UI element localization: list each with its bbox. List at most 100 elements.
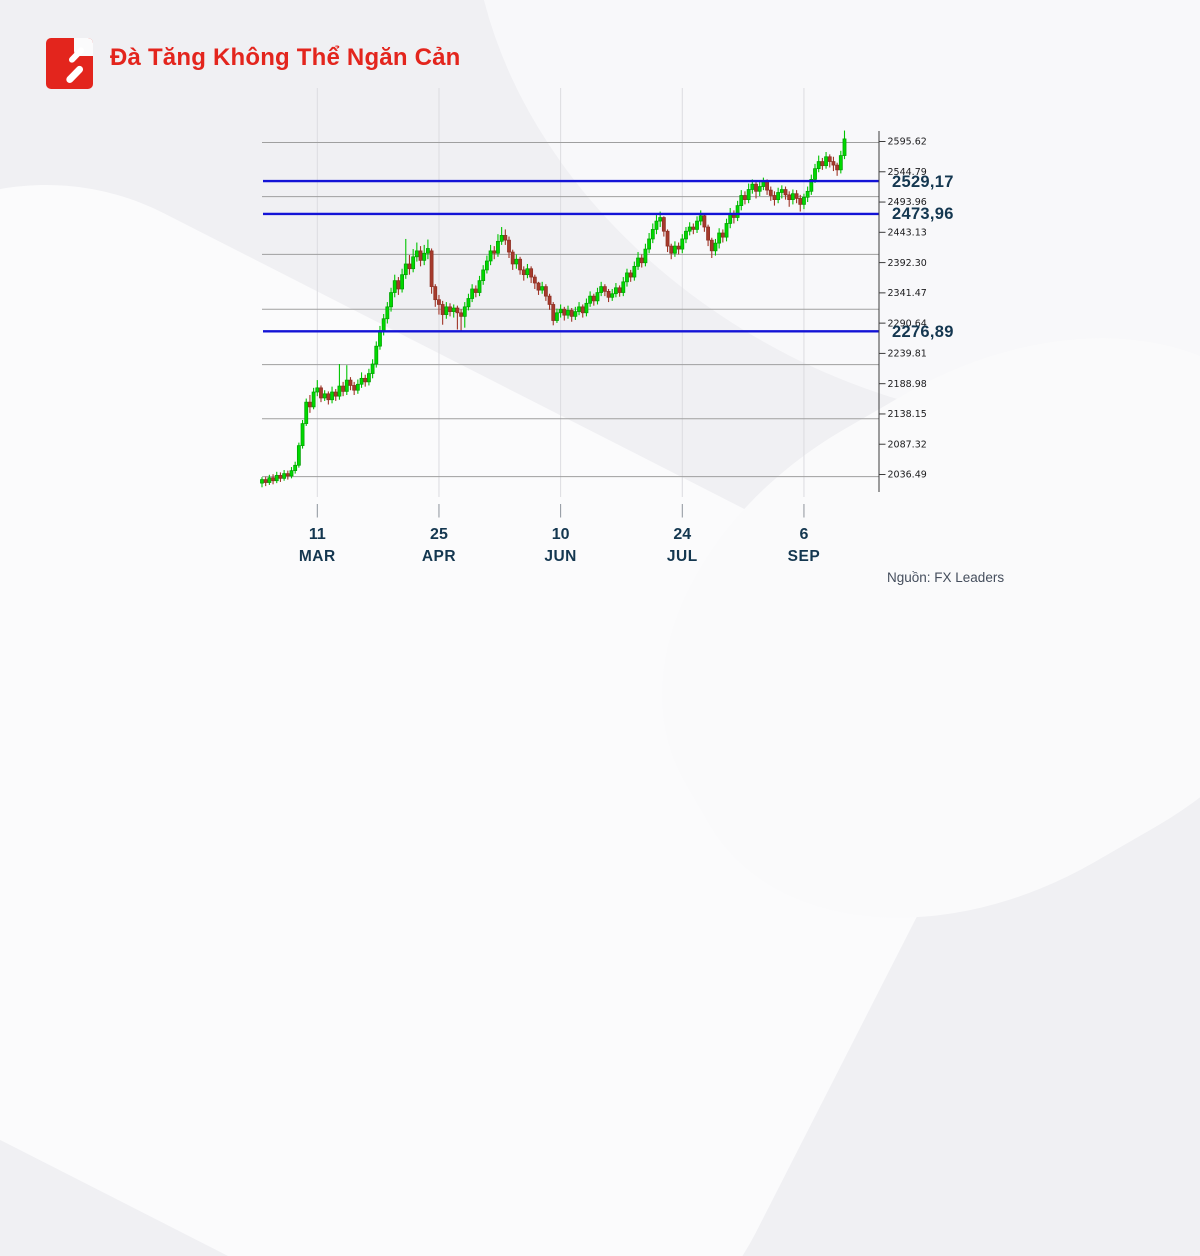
bullish-candle [414,250,419,258]
bearish-candle [459,312,463,317]
bearish-candle [835,164,840,171]
date-day: 25 [430,526,448,543]
y-tick-label: 2544.79 [888,167,927,178]
bullish-candle [750,183,755,190]
bullish-candle [713,242,718,252]
bearish-candle [787,194,792,200]
candlesticks [260,130,847,488]
bullish-candle [496,240,500,254]
bullish-candle [746,189,751,200]
bearish-candle [503,235,508,241]
bullish-candle [790,193,795,200]
bearish-candle [562,308,567,316]
bullish-candle [282,473,287,479]
bullish-candle [411,256,416,270]
x-axis-date-label: 24 JUL [647,524,717,568]
bullish-candle [462,306,467,317]
bullish-candle [499,235,504,242]
date-day: 11 [308,526,326,543]
bearish-candle [820,161,825,167]
bearish-candle [743,195,747,200]
bearish-candle [440,304,445,315]
bearish-candle [285,473,290,477]
y-tick-label: 2239.81 [888,349,927,360]
bullish-candle [735,205,740,218]
bullish-candle [680,238,685,250]
bullish-candle [378,330,382,347]
bullish-candle [636,257,640,267]
bearish-candle [448,306,452,312]
bearish-candle [529,268,534,278]
bearish-candle [429,250,434,287]
bullish-candle [403,263,408,276]
bullish-candle [577,306,581,312]
bearish-candle [765,181,769,191]
bullish-candle [566,310,570,316]
bearish-candle [580,306,585,314]
bullish-candle [389,292,393,308]
bearish-candle [319,387,323,399]
bullish-candle [724,223,729,238]
bullish-candle [400,274,404,290]
y-tick-label: 2443.13 [888,228,927,239]
level-price-label: 2529,17 [892,172,954,191]
bullish-candle [838,155,843,171]
bullish-candle [842,138,847,156]
bullish-candle [296,445,301,466]
x-axis-date-label: 6 SEP [769,524,839,568]
bearish-candle [665,230,670,247]
y-tick-label: 2341.47 [888,288,927,299]
bearish-candle [507,239,511,253]
bullish-candle [599,286,604,293]
bullish-candle [695,220,699,230]
y-tick-label: 2138.15 [888,409,927,420]
bullish-candle [650,229,655,240]
bullish-candle [392,280,397,293]
y-tick-label: 2493.96 [888,197,927,208]
bullish-candle [776,192,781,200]
bearish-candle [418,250,423,261]
date-month: MAR [298,548,336,565]
bearish-candle [521,269,526,276]
bullish-candle [344,379,349,392]
y-tick-label: 2290.64 [888,318,927,329]
bearish-candle [518,258,522,271]
bullish-candle [684,230,688,240]
bullish-candle [540,286,545,291]
bullish-candle [315,387,320,393]
y-tick-label: 2036.49 [888,470,927,481]
bearish-candle [308,401,312,408]
bearish-candle [772,195,777,200]
page-title: Đà Tăng Không Thể Ngăn Cản [110,44,461,71]
date-day: 6 [799,526,809,543]
y-axis: 2595.62 2544.79 2493.96 2443.13 2392.30 2341.… [878,131,927,492]
bullish-candle [588,295,593,304]
bearish-candle [271,477,275,482]
bullish-candle [824,156,828,167]
bearish-candle [702,215,707,228]
bullish-candle [359,377,364,385]
bearish-candle [492,250,497,254]
bearish-candle [326,393,331,401]
bearish-candle [352,385,357,391]
bearish-candle [831,161,836,166]
bullish-candle [739,195,744,206]
bearish-candle [551,304,556,321]
candlestick-chart: 2595.62 2544.79 2493.96 2443.13 2392.30 2341.… [260,88,954,568]
bullish-candle [484,260,489,271]
bearish-candle [691,226,696,230]
bullish-candle [481,269,486,281]
bullish-candle [267,477,272,483]
bullish-candle [470,288,475,299]
bullish-candle [809,179,814,192]
bullish-candle [673,245,677,254]
bearish-candle [547,295,552,305]
bearish-candle [676,245,681,250]
bullish-candle [337,385,342,397]
bearish-candle [455,307,460,314]
bearish-candle [437,299,441,305]
bullish-candle [311,391,316,408]
bearish-candle [263,479,268,483]
bullish-candle [466,298,471,308]
bullish-candle [367,373,371,383]
